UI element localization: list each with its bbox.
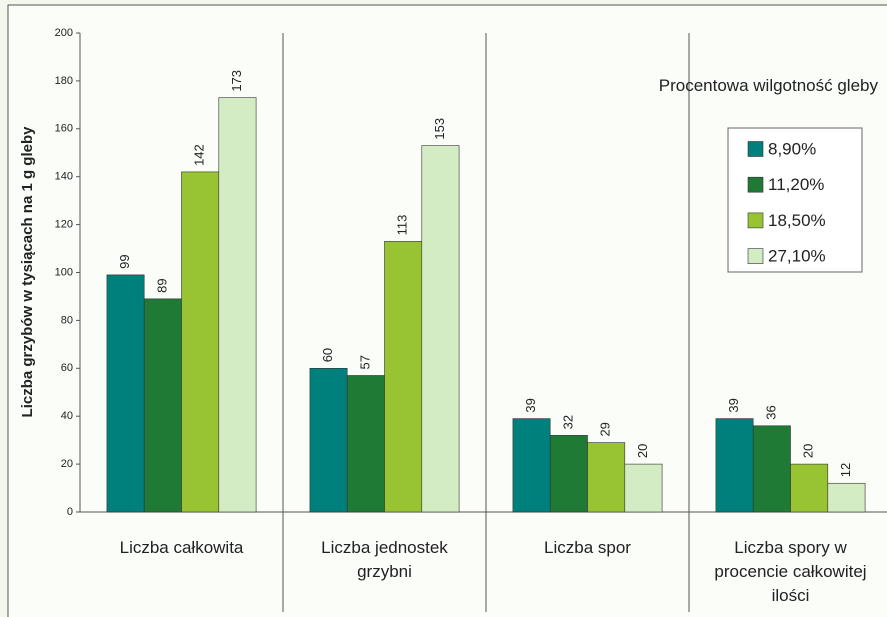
bar — [309, 367, 348, 513]
legend-swatch — [747, 248, 764, 264]
bar — [715, 418, 754, 513]
bar — [827, 482, 866, 513]
bar — [549, 435, 588, 513]
y-tick-label: 180 — [55, 75, 73, 87]
bar — [106, 274, 145, 513]
x-tick-label: Liczba jednostek grzybni — [321, 538, 448, 581]
bar — [218, 97, 257, 513]
value-label: 36 — [763, 405, 778, 419]
bar — [624, 463, 663, 513]
x-tick-label: Liczba całkowita — [119, 538, 244, 557]
x-tick-label: Liczba spor — [544, 538, 631, 557]
legend-swatch — [747, 141, 764, 157]
legend-swatch — [747, 212, 764, 229]
value-label: 29 — [598, 422, 613, 436]
legend-label: 18,50% — [768, 211, 826, 230]
y-tick-label: 100 — [55, 266, 73, 278]
value-label: 99 — [117, 254, 132, 268]
value-label: 20 — [635, 444, 650, 458]
bar — [587, 442, 626, 513]
value-label: 12 — [838, 463, 853, 477]
value-label: 20 — [801, 444, 816, 458]
value-label: 39 — [523, 398, 538, 412]
legend-swatch — [747, 176, 764, 193]
y-tick-label: 40 — [61, 410, 73, 422]
value-label: 57 — [357, 355, 372, 369]
x-tick-label: Liczba spory w procencie całkowitej iloś… — [714, 538, 867, 605]
bar — [384, 241, 423, 513]
bar — [143, 298, 182, 513]
value-label: 153 — [432, 118, 447, 140]
value-label: 89 — [154, 278, 169, 292]
value-label: 142 — [192, 144, 207, 166]
bar — [752, 425, 791, 513]
y-tick-label: 80 — [61, 314, 73, 326]
value-label: 173 — [229, 70, 244, 92]
value-label: 113 — [395, 215, 410, 236]
y-axis-label: Liczba grzybów w tysiącach na 1 g gleby — [19, 126, 36, 418]
y-tick-label: 160 — [55, 123, 73, 135]
legend-title: Procentowa wilgotność gleby — [658, 76, 878, 95]
y-tick-label: 120 — [55, 219, 73, 231]
y-tick-label: 20 — [61, 458, 73, 470]
legend-label: 8,90% — [768, 139, 816, 158]
value-label: 39 — [726, 398, 741, 412]
bar — [512, 418, 551, 513]
bar — [346, 375, 385, 513]
y-tick-label: 0 — [67, 506, 73, 518]
legend-label: 27,10% — [768, 247, 826, 266]
legend-label: 11,20% — [768, 175, 824, 194]
y-tick-label: 140 — [55, 171, 73, 183]
bar — [790, 463, 829, 513]
value-label: 60 — [320, 348, 335, 362]
y-tick-label: 60 — [61, 362, 73, 374]
bar — [181, 171, 220, 513]
value-label: 32 — [560, 415, 575, 429]
bar — [421, 145, 460, 513]
y-tick-label: 200 — [55, 27, 73, 39]
